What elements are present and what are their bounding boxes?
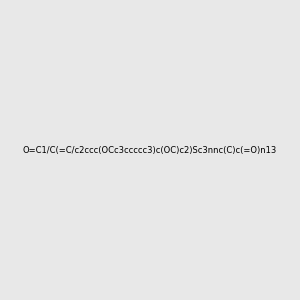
Text: O=C1/C(=C/c2ccc(OCc3ccccc3)c(OC)c2)Sc3nnc(C)c(=O)n13: O=C1/C(=C/c2ccc(OCc3ccccc3)c(OC)c2)Sc3nn… xyxy=(23,146,277,154)
